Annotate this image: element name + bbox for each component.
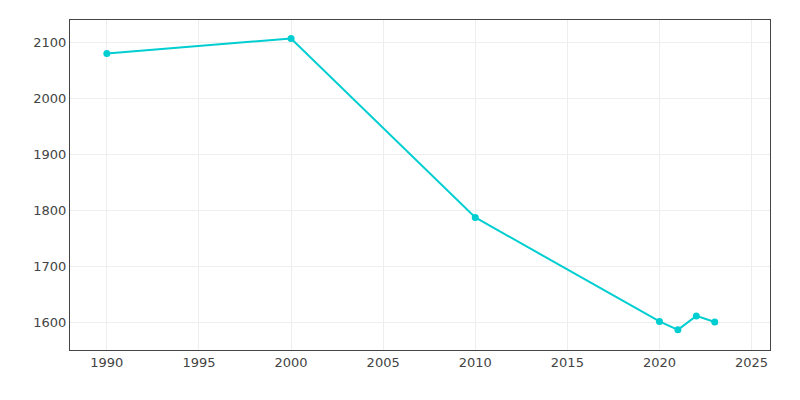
svg-text:2000: 2000 (275, 355, 308, 370)
svg-text:2020: 2020 (643, 355, 676, 370)
svg-text:2005: 2005 (367, 355, 400, 370)
svg-text:2100: 2100 (33, 35, 66, 50)
svg-text:2015: 2015 (551, 355, 584, 370)
svg-text:1995: 1995 (182, 355, 215, 370)
svg-text:1990: 1990 (90, 355, 123, 370)
svg-text:2010: 2010 (459, 355, 492, 370)
svg-text:1700: 1700 (33, 259, 66, 274)
svg-text:1900: 1900 (33, 147, 66, 162)
svg-text:2025: 2025 (735, 355, 768, 370)
svg-text:1600: 1600 (33, 315, 66, 330)
svg-text:1800: 1800 (33, 203, 66, 218)
svg-text:2000: 2000 (33, 91, 66, 106)
